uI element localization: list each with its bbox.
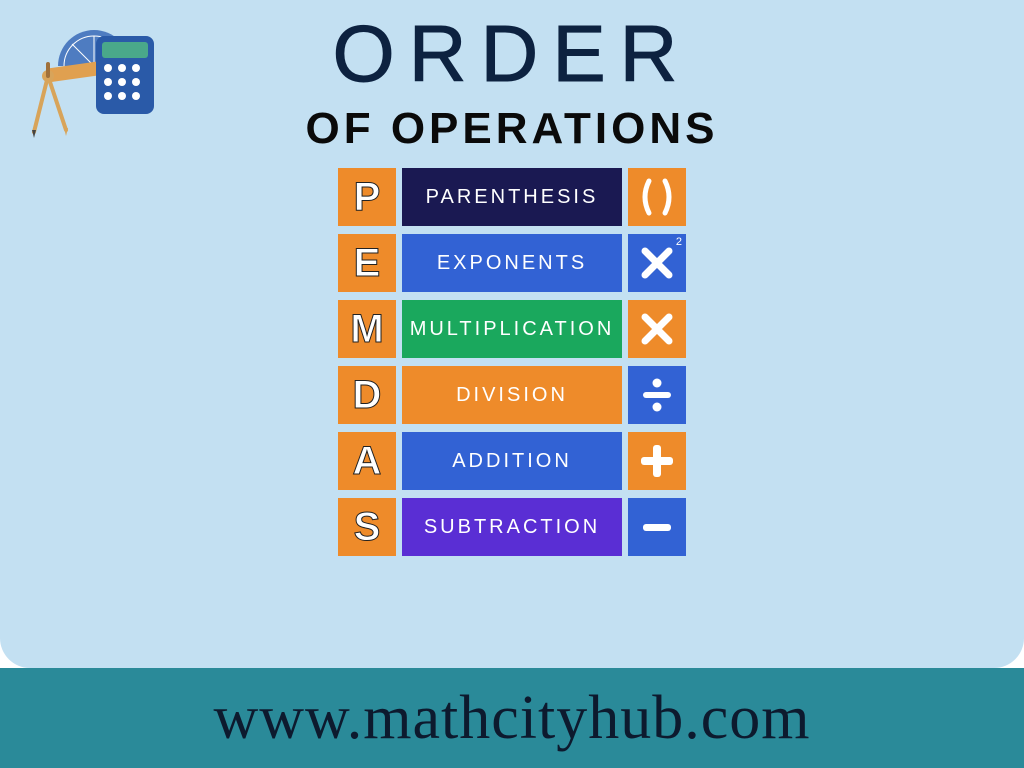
math-tools-icon xyxy=(24,14,164,144)
word-box: MULTIPLICATION xyxy=(402,300,622,358)
plus-icon xyxy=(628,432,686,490)
pemdas-table: PPARENTHESISEEXPONENTS2MMULTIPLICATIONDD… xyxy=(338,168,686,556)
letter-box: P xyxy=(338,168,396,226)
title-order: ORDER xyxy=(333,8,692,100)
word-box: SUBTRACTION xyxy=(402,498,622,556)
minus-icon xyxy=(628,498,686,556)
pemdas-row: SSUBTRACTION xyxy=(338,498,686,556)
main-panel: ORDER OF OPERATIONS PPARENTHESISEEXPONEN… xyxy=(0,0,1024,668)
exponent-icon: 2 xyxy=(628,234,686,292)
letter-box: M xyxy=(338,300,396,358)
divide-icon xyxy=(628,366,686,424)
pemdas-row: EEXPONENTS 2 xyxy=(338,234,686,292)
letter-box: A xyxy=(338,432,396,490)
letter-box: S xyxy=(338,498,396,556)
footer-url: www.mathcityhub.com xyxy=(214,683,811,754)
pemdas-row: AADDITION xyxy=(338,432,686,490)
pemdas-row: PPARENTHESIS xyxy=(338,168,686,226)
exponent-superscript: 2 xyxy=(676,236,682,248)
letter-box: D xyxy=(338,366,396,424)
letter-box: E xyxy=(338,234,396,292)
word-box: DIVISION xyxy=(402,366,622,424)
pemdas-row: MMULTIPLICATION xyxy=(338,300,686,358)
parentheses-icon xyxy=(628,168,686,226)
pemdas-row: DDIVISION xyxy=(338,366,686,424)
word-box: EXPONENTS xyxy=(402,234,622,292)
word-box: ADDITION xyxy=(402,432,622,490)
title-operations: OF OPERATIONS xyxy=(306,104,719,154)
word-box: PARENTHESIS xyxy=(402,168,622,226)
multiply-icon xyxy=(628,300,686,358)
footer-banner: www.mathcityhub.com xyxy=(0,668,1024,768)
